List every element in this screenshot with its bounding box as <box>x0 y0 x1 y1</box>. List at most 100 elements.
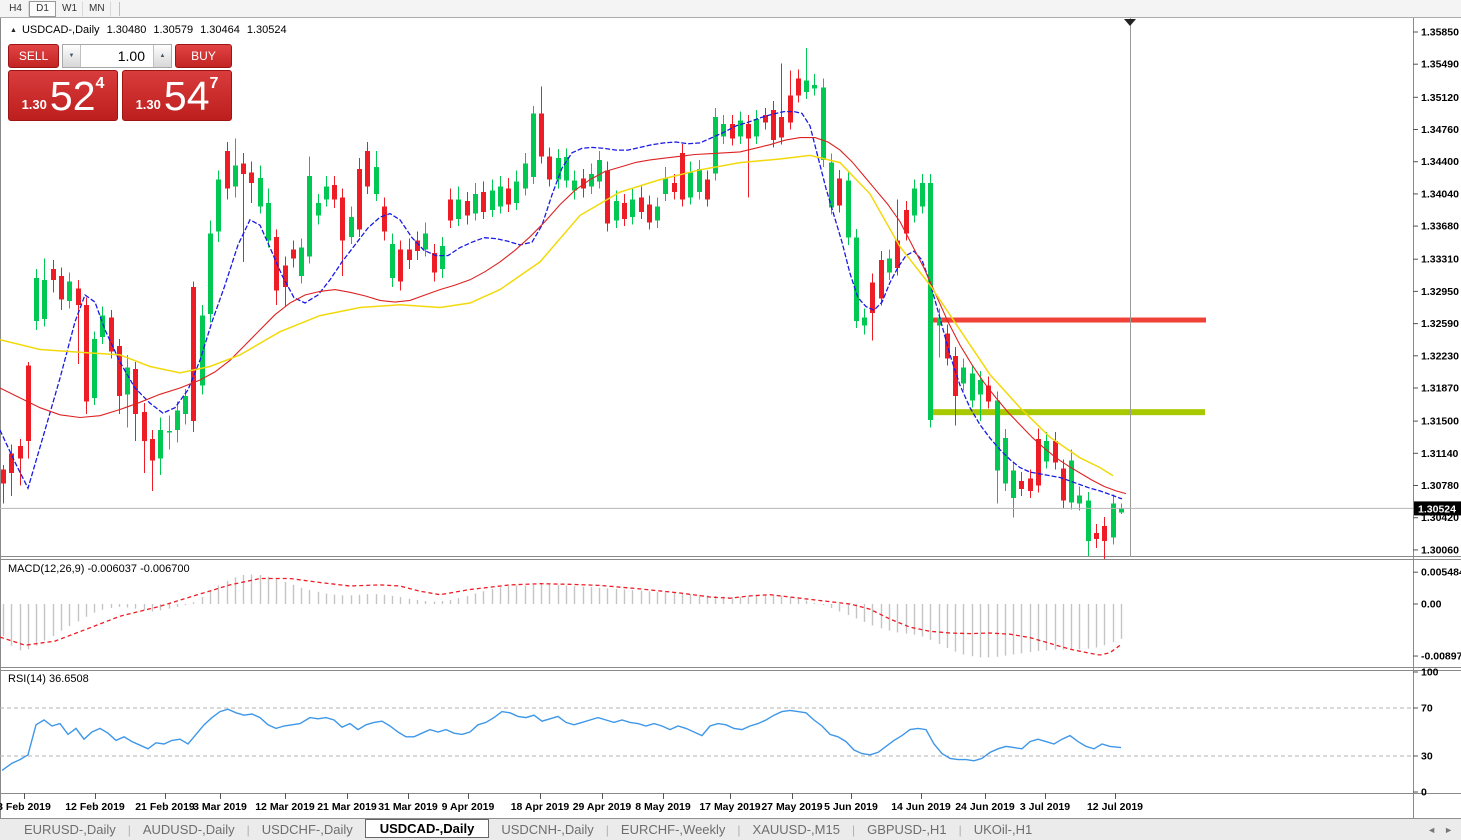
chart-tab-usdchf-daily[interactable]: USDCHF-,Daily <box>261 822 353 837</box>
buy-button[interactable]: BUY <box>175 44 232 68</box>
svg-text:21 Mar 2019: 21 Mar 2019 <box>317 801 377 813</box>
svg-text:1.35120: 1.35120 <box>1421 92 1459 104</box>
svg-text:24 Jun 2019: 24 Jun 2019 <box>955 801 1015 813</box>
buy-price-fraction: 7 <box>209 75 219 92</box>
current-price-tag <box>1414 501 1461 516</box>
svg-text:1.33680: 1.33680 <box>1421 221 1459 233</box>
tab-separator: | <box>737 822 741 837</box>
svg-text:21 Feb 2019: 21 Feb 2019 <box>135 801 195 813</box>
chart-canvas[interactable]: 1.305241.358501.354901.351201.347601.344… <box>0 18 1461 818</box>
sell-button[interactable]: SELL <box>8 44 59 68</box>
svg-text:1.33310: 1.33310 <box>1421 254 1459 266</box>
svg-text:1.31140: 1.31140 <box>1421 448 1459 460</box>
price-axis[interactable]: 1.35850 1.35490 1.35120 1.34760 1.34400 1.340… <box>1413 27 1459 557</box>
svg-text:1.32230: 1.32230 <box>1421 350 1459 362</box>
chart-tab-usdcnh-daily[interactable]: USDCNH-,Daily <box>501 822 594 837</box>
sell-price-pips: 52 <box>49 73 96 119</box>
svg-text:1.32590: 1.32590 <box>1421 318 1459 330</box>
rsi-indicator-label: RSI(14) 36.6508 <box>8 673 89 685</box>
svg-text:1.34400: 1.34400 <box>1421 156 1459 168</box>
chevron-down-icon: ▼ <box>68 53 75 59</box>
volume-input[interactable] <box>81 45 153 67</box>
svg-text:0.00: 0.00 <box>1421 599 1442 611</box>
chart-tab-ukoil-h1[interactable]: UKOil-,H1 <box>973 822 1033 837</box>
timeframe-d1-button[interactable]: D1 <box>29 0 56 17</box>
svg-text:9 Apr 2019: 9 Apr 2019 <box>442 801 495 813</box>
svg-text:17 May 2019: 17 May 2019 <box>699 801 760 813</box>
svg-text:0.005484: 0.005484 <box>1421 567 1461 579</box>
svg-text:1.30780: 1.30780 <box>1421 480 1459 492</box>
open-value: 1.30480 <box>106 24 147 36</box>
moving-averages-layer <box>0 110 1127 500</box>
svg-text:100: 100 <box>1421 667 1439 679</box>
svg-text:18 Apr 2019: 18 Apr 2019 <box>511 801 570 813</box>
chart-tab-xauusd-m15[interactable]: XAUUSD-,M15 <box>752 822 840 837</box>
svg-text:14 Jun 2019: 14 Jun 2019 <box>891 801 951 813</box>
symbol-marker-icon: ▲ <box>10 26 17 34</box>
volume-decrease-button[interactable]: ▼ <box>63 45 81 67</box>
sell-price-base: 1.30 <box>21 97 47 112</box>
svg-text:1.31870: 1.31870 <box>1421 383 1459 395</box>
tab-separator: | <box>246 822 250 837</box>
tab-scroll-buttons: ◄ ► <box>1427 825 1461 835</box>
svg-text:31 Mar 2019: 31 Mar 2019 <box>378 801 438 813</box>
chevron-up-icon: ▲ <box>159 53 166 59</box>
chart-tab-usdcad-daily[interactable]: USDCAD-,Daily <box>364 819 490 838</box>
volume-control: ▼ ▲ <box>62 44 172 68</box>
svg-text:1.35850: 1.35850 <box>1421 27 1459 39</box>
chart-shift-icon <box>1124 19 1136 26</box>
svg-text:-0.008973: -0.008973 <box>1421 651 1461 663</box>
svg-text:3 Mar 2019: 3 Mar 2019 <box>193 801 247 813</box>
low-value: 1.30464 <box>200 24 240 36</box>
timeframe-h4-button[interactable]: H4 <box>2 0 29 17</box>
svg-text:0: 0 <box>1421 787 1427 799</box>
chart-tab-audusd-daily[interactable]: AUDUSD-,Daily <box>142 822 235 837</box>
horizontal-level-lines[interactable] <box>929 317 1206 416</box>
svg-text:1.31500: 1.31500 <box>1421 416 1459 428</box>
high-value: 1.30579 <box>153 24 194 36</box>
chart-tab-bar: EURUSD-,Daily | AUDUSD-,Daily | USDCHF-,Dail… <box>0 818 1461 840</box>
timeframe-w1-button[interactable]: W1 <box>56 0 83 17</box>
timeframe-toolbar: H4 D1 W1 MN <box>0 0 1461 18</box>
macd-signal-line <box>0 577 1122 656</box>
svg-text:3 Jul 2019: 3 Jul 2019 <box>1020 801 1070 813</box>
chart-tab-eurusd-daily[interactable]: EURUSD-,Daily <box>24 822 116 837</box>
svg-text:1.30524: 1.30524 <box>1418 503 1456 515</box>
sell-price-display[interactable]: 1.30 52 4 <box>8 70 118 121</box>
candles-layer <box>1 48 1124 559</box>
svg-text:29 Apr 2019: 29 Apr 2019 <box>573 801 632 813</box>
sell-price-fraction: 4 <box>95 75 105 92</box>
tabs-scroll-left-icon[interactable]: ◄ <box>1427 824 1437 835</box>
svg-text:27 May 2019: 27 May 2019 <box>761 801 822 813</box>
svg-text:12 Jul 2019: 12 Jul 2019 <box>1087 801 1143 813</box>
svg-text:1.30420: 1.30420 <box>1421 512 1459 524</box>
fast-ma-line <box>0 110 1123 500</box>
volume-increase-button[interactable]: ▲ <box>153 45 171 67</box>
one-click-trading-panel: SELL ▼ ▲ BUY 1.30 52 4 1.30 54 7 <box>8 44 232 121</box>
macd-indicator-label: MACD(12,26,9) -0.006037 -0.006700 <box>8 563 190 575</box>
timeframe-mn-button[interactable]: MN <box>83 0 111 17</box>
rsi-pane[interactable]: 100 70 30 0 <box>0 667 1439 799</box>
tab-separator: | <box>605 822 609 837</box>
buy-price-base: 1.30 <box>135 97 161 112</box>
svg-text:1.35490: 1.35490 <box>1421 59 1459 71</box>
svg-text:1.34040: 1.34040 <box>1421 188 1459 200</box>
svg-text:8 May 2019: 8 May 2019 <box>635 801 691 813</box>
tab-separator: | <box>851 822 856 837</box>
toolbar-separator <box>118 1 120 16</box>
rsi-line <box>1 708 1122 771</box>
buy-price-display[interactable]: 1.30 54 7 <box>122 70 232 121</box>
tabs-scroll-right-icon[interactable]: ► <box>1444 824 1453 835</box>
macd-pane[interactable]: 0.005484 0.00 -0.008973 <box>0 567 1461 663</box>
svg-text:3 Feb 2019: 3 Feb 2019 <box>0 801 51 813</box>
slow-ma-line <box>0 154 1114 477</box>
ohlc-info-line: ▲ USDCAD-,Daily 1.30480 1.30579 1.30464 … <box>10 24 287 36</box>
svg-text:1.34760: 1.34760 <box>1421 124 1459 136</box>
svg-text:1.30060: 1.30060 <box>1421 544 1459 556</box>
chart-tab-gbpusd-h1[interactable]: GBPUSD-,H1 <box>867 822 947 837</box>
mid-ma-line <box>0 137 1127 495</box>
chart-tab-eurchf-weekly[interactable]: EURCHF-,Weekly <box>620 822 726 837</box>
svg-text:70: 70 <box>1421 703 1433 715</box>
buy-price-pips: 54 <box>163 73 210 119</box>
